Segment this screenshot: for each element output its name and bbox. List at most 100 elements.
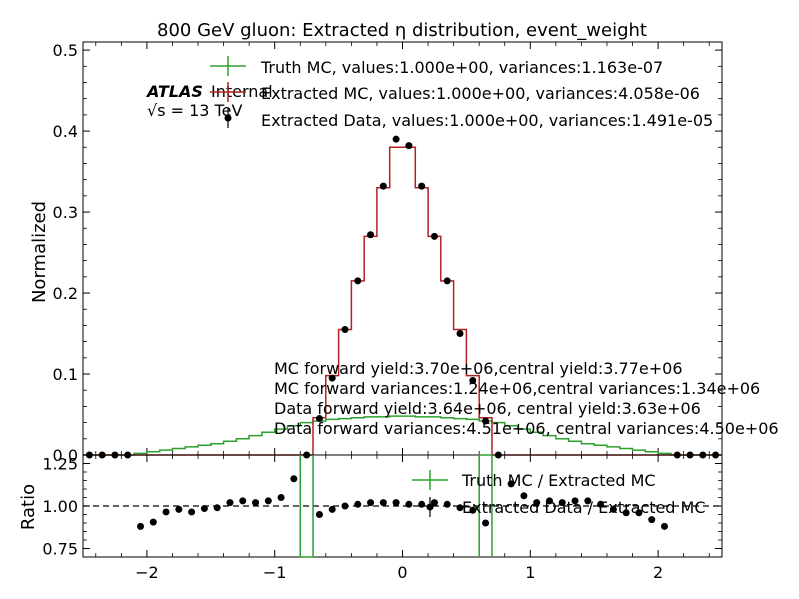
main-y-tick-label: 0.5 [53,41,78,60]
ratio-data-point [354,500,362,508]
ratio-data-point [558,499,566,507]
ratio-data-point [482,519,490,527]
data-point [469,376,477,384]
ratio-data-point [137,522,145,530]
ratio-y-tick-label: 1.00 [42,497,78,516]
ratio-truth-step [299,455,314,558]
ratio-data-point [609,505,617,513]
atlas-label: ATLAS [145,82,203,101]
x-tick-label: 0 [397,563,407,582]
ratio-data-point [392,499,400,507]
legend-truth-ratio-label: Truth MC / Extracted MC [461,471,656,490]
ratio-data-point [456,504,464,512]
main-y-tick-label: 0.2 [53,284,78,303]
data-point [405,142,413,150]
main-y-tick-label: 0.0 [53,446,78,465]
ratio-data-point [367,499,375,507]
ratio-data-point [648,516,656,524]
ratio-data-point [149,518,157,526]
legend-extracted-mc-marker [210,82,246,102]
main-y-tick-label: 0.3 [53,203,78,222]
main-plot-panel: 0.00.10.20.30.40.5 Normalized ATLAS Inte… [29,41,779,465]
x-tick-label: −1 [263,563,287,582]
ratio-data-point [443,500,451,508]
annotation-mc-variances: MC forward variances:1.24e+06,central va… [274,379,760,398]
ratio-y-axis-label: Ratio [18,484,39,530]
data-point [392,135,400,143]
data-point [456,330,464,338]
ratio-data-point [418,500,426,508]
annotation-data-yield: Data forward yield:3.64e+06, central yie… [274,399,701,418]
ratio-data-point [277,494,285,501]
ratio-data-point [635,509,643,517]
series-truth-mc-hist [83,415,722,456]
yield-annotations: MC forward yield:3.70e+06,central yield:… [274,359,779,438]
main-y-tick-label: 0.4 [53,122,78,141]
ratio-data-point [213,504,221,512]
data-point [328,374,336,382]
main-y-tick-label: 0.1 [53,365,78,384]
annotation-data-variances: Data forward variances:4.51e+06, central… [274,419,779,438]
data-point [341,325,349,333]
legend-truth-mc-marker [210,56,246,76]
ratio-data-point [290,475,298,483]
ratio-data-point [341,502,349,510]
energy-label: √s = 13 TeV [147,101,242,120]
ratio-data-point [533,499,541,507]
ratio-data-point [162,508,170,516]
ratio-data-point [507,480,515,488]
ratio-data-point [175,505,183,513]
data-point [315,415,323,423]
main-y-axis-label: Normalized [29,201,50,303]
legend-extracted-data-marker [224,108,232,128]
legend-extracted-mc-label: Extracted MC, values:1.000e+00, variance… [261,84,700,103]
data-point [430,232,438,240]
ratio-data-point [660,522,668,530]
ratio-data-point [545,497,553,505]
x-tick-label: 1 [525,563,535,582]
ratio-data-point [200,505,208,513]
ratio-axis-ticks: 0.75 1.00 1.25 −2 −1 0 1 2 [42,455,722,582]
ratio-truth-step [478,454,493,557]
ratio-y-tick-label: 1.25 [42,455,78,474]
data-point [443,277,451,285]
ratio-data-point [264,497,272,505]
legend-data-ratio-marker [426,497,434,517]
annotation-mc-yield: MC forward yield:3.70e+06,central yield:… [274,359,683,378]
data-point [354,277,362,285]
ratio-data-point [239,497,247,505]
ratio-data-point [430,499,438,507]
x-tick-label: 2 [653,563,663,582]
chart-title: 800 GeV gluon: Extracted η distribution,… [157,20,647,41]
ratio-data-point [328,505,336,513]
ratio-data-point [405,500,413,508]
ratio-data-point [379,499,387,507]
main-axis-ticks: 0.0 0.1 0.2 0.3 0.4 0.5 [53,41,722,465]
legend-data-ratio-label: Extracted Data / Extracted MC [462,498,706,517]
data-point [379,182,387,190]
ratio-data-point [584,497,592,505]
data-point [418,182,426,190]
data-point [482,417,490,425]
main-legend: Truth MC, values:1.000e+00, variances:1.… [210,56,713,130]
ratio-data-point [315,511,323,518]
x-tick-label: −2 [135,563,159,582]
legend-truth-ratio-marker [412,470,448,490]
ratio-data-point [188,508,196,516]
ratio-data-point [622,509,630,517]
ratio-series-group [137,454,668,558]
ratio-data-point [252,499,260,507]
ratio-data-point [226,499,234,507]
ratio-plot-panel: 0.75 1.00 1.25 −2 −1 0 1 2 Ratio Truth MC / Ext… [18,454,723,582]
ratio-y-tick-label: 0.75 [42,540,78,559]
legend-extracted-data-label: Extracted Data, values:1.000e+00, varian… [261,111,713,130]
legend-truth-mc-label: Truth MC, values:1.000e+00, variances:1.… [260,58,663,77]
ratio-data-point [520,492,528,500]
ratio-data-point [469,506,477,514]
ratio-data-point [571,497,579,505]
data-point [367,231,375,239]
ratio-data-point [597,500,605,508]
ratio-legend: Truth MC / Extracted MC Extracted Data /… [412,470,706,517]
